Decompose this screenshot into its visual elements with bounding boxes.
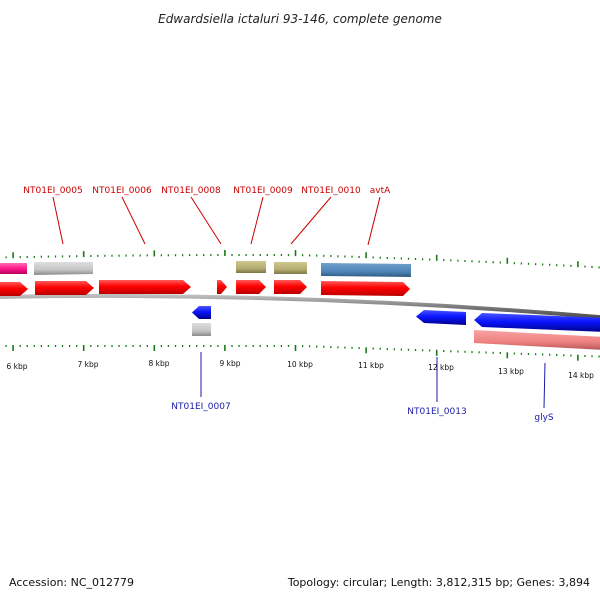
scale-label: 11 kbp [358,361,384,370]
forward-cds[interactable] [0,282,28,296]
forward-cds-0009[interactable] [236,280,266,294]
reverse-cds-0013[interactable] [416,310,466,325]
topology-text: Topology: circular; Length: 3,812,315 bp… [287,576,590,589]
gene-label[interactable]: avtA [370,186,391,196]
scale-label: 7 kbp [77,360,98,369]
gene-labels-bottom: NT01EI_0007 NT01EI_0013 glyS [171,402,554,423]
inner-tick-ring [5,345,600,361]
gene-label[interactable]: NT01EI_0006 [92,186,152,196]
gene-label[interactable]: NT01EI_0009 [233,186,293,196]
gray-feature-0005[interactable] [34,262,93,275]
forward-cds-track [0,280,410,296]
scale-label: 12 kbp [428,363,454,372]
top-leader-lines [52,196,381,246]
genome-axis [0,293,600,320]
scale-labels: 6 kbp 7 kbp 8 kbp 9 kbp 10 kbp 11 kbp 12… [6,359,594,380]
forward-cds-0006[interactable] [99,280,191,294]
forward-cds-0005[interactable] [35,281,94,295]
gray-feature-0007[interactable] [192,323,211,336]
reverse-cds-track [192,306,600,332]
gene-label[interactable]: NT01EI_0007 [171,402,230,412]
scale-label: 14 kbp [568,371,594,380]
reverse-cds-glyS[interactable] [474,313,600,332]
accession-text: Accession: NC_012779 [9,576,134,589]
scale-label: 8 kbp [148,359,169,368]
forward-cds-0008[interactable] [217,280,227,294]
gene-label[interactable]: glyS [534,413,554,423]
bottom-leader-lines [200,352,546,409]
reverse-cds-0007[interactable] [192,306,211,319]
forward-cds-0010[interactable] [274,280,307,294]
scale-label: 10 kbp [287,360,313,369]
forward-cds-avtA[interactable] [321,281,410,296]
salmon-feature-glyS[interactable] [474,330,600,350]
scale-label: 13 kbp [498,367,524,376]
olive-feature-0010[interactable] [274,262,307,274]
gene-label[interactable]: NT01EI_0013 [407,407,466,417]
gene-labels-top: NT01EI_0005 NT01EI_0006 NT01EI_0008 NT01… [23,186,391,196]
steel-feature-avtA[interactable] [321,263,411,277]
scale-label: 9 kbp [219,359,240,368]
gene-label[interactable]: NT01EI_0008 [161,186,221,196]
outer-feature-track [0,261,411,277]
gene-label[interactable]: NT01EI_0010 [301,186,361,196]
rna-feature[interactable] [0,263,27,274]
map-title: Edwardsiella ictaluri 93-146, complete g… [158,12,442,26]
olive-feature-0009[interactable] [236,261,266,273]
gene-label[interactable]: NT01EI_0005 [23,186,82,196]
outer-tick-ring [5,250,600,269]
inner-feature-track [192,323,600,350]
scale-label: 6 kbp [6,362,27,371]
